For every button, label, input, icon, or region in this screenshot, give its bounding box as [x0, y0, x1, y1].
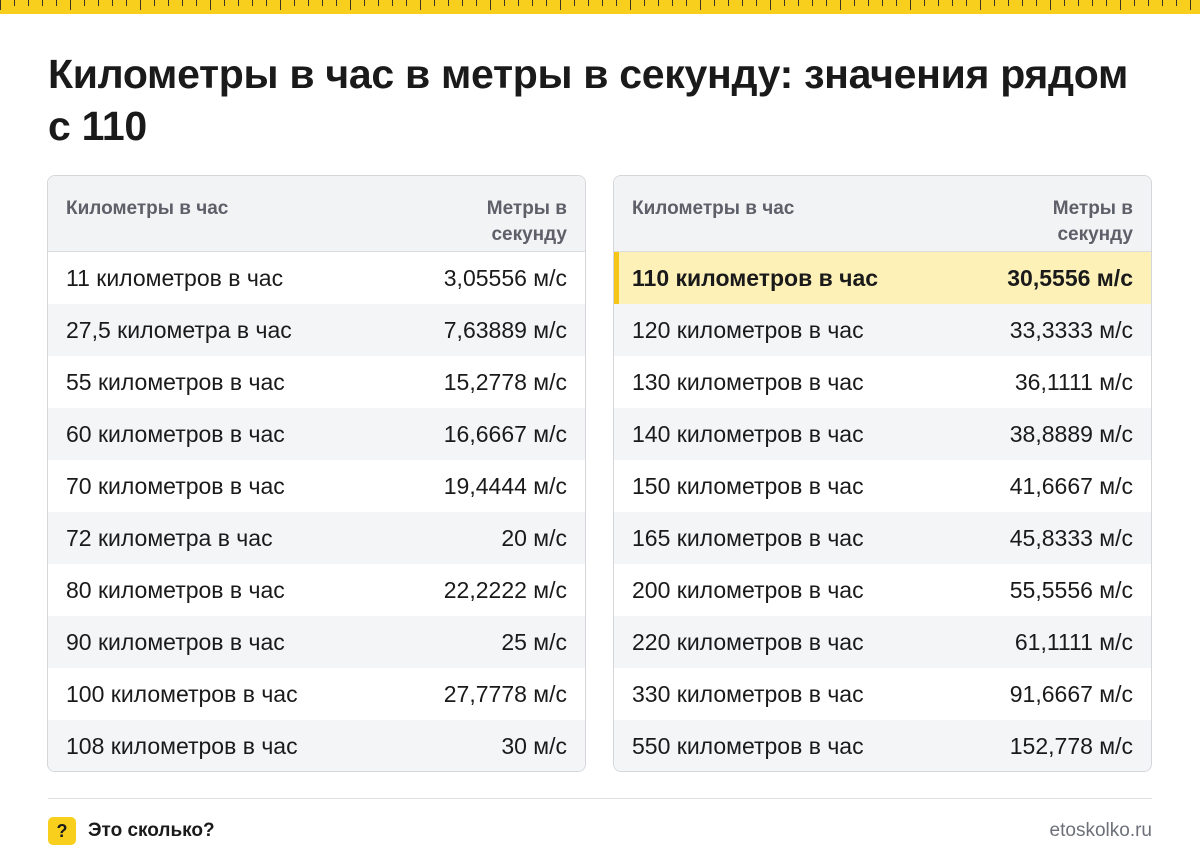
table-header: Километры в час Метры в секунду: [614, 176, 1151, 252]
table-row: 80 километров в час 22,2222 м/с: [48, 564, 585, 616]
row-kmh-value: 100 километров в час: [66, 680, 298, 707]
row-ms-value: 7,63889 м/с: [443, 316, 567, 343]
column-header-from: Километры в час: [66, 198, 229, 219]
row-ms-value: 16,6667 м/с: [443, 420, 567, 447]
row-ms-value: 27,7778 м/с: [443, 680, 567, 707]
page-title: Километры в час в метры в секунду: значе…: [48, 51, 1128, 149]
row-ms-value: 19,4444 м/с: [443, 472, 567, 499]
table-row: 200 километров в час 55,5556 м/с: [614, 564, 1151, 616]
row-ms-value: 38,8889 м/с: [1009, 420, 1133, 447]
table-body: 110 километров в час 30,5556 м/с 120 килом…: [614, 252, 1151, 771]
table-row: 100 километров в час 27,7778 м/с: [48, 668, 585, 720]
row-ms-value: 55,5556 м/с: [1009, 576, 1133, 603]
question-icon: ?: [48, 817, 76, 845]
row-kmh-value: 140 километров в час: [632, 420, 864, 447]
row-kmh-value: 11 километров в час: [66, 264, 284, 291]
column-header-to: Метры в секунду: [486, 198, 567, 245]
row-kmh-value: 108 километров в час: [66, 732, 298, 759]
column-header-from: Километры в час: [632, 198, 795, 219]
table-header: Километры в час Метры в секунду: [48, 176, 585, 252]
row-kmh-value: 120 километров в час: [632, 316, 864, 343]
row-kmh-value: 330 километров в час: [632, 680, 864, 707]
row-ms-value: 20 м/с: [501, 524, 567, 551]
table-row: 150 километров в час 41,6667 м/с: [614, 460, 1151, 512]
row-kmh-value: 110 километров в час: [632, 264, 879, 291]
table-row: 165 километров в час 45,8333 м/с: [614, 512, 1151, 564]
table-row: 120 километров в час 33,3333 м/с: [614, 304, 1151, 356]
table-row: 108 километров в час 30 м/с: [48, 720, 585, 771]
row-ms-value: 15,2778 м/с: [443, 368, 567, 395]
table-row: 550 километров в час 152,778 м/с: [614, 720, 1151, 771]
row-kmh-value: 55 километров в час: [66, 368, 285, 395]
footer-divider: [48, 798, 1152, 799]
row-ms-value: 91,6667 м/с: [1009, 680, 1133, 707]
table-row: 220 километров в час 61,1111 м/с: [614, 616, 1151, 668]
table-body: 11 километров в час 3,05556 м/с 27,5 килом…: [48, 252, 585, 771]
row-ms-value: 45,8333 м/с: [1009, 524, 1133, 551]
table-row-highlighted: 110 километров в час 30,5556 м/с: [614, 252, 1151, 304]
row-ms-value: 41,6667 м/с: [1009, 472, 1133, 499]
footer-site-link[interactable]: etoskolko.ru: [1049, 820, 1152, 841]
table-row: 11 километров в час 3,05556 м/с: [48, 252, 585, 304]
row-ms-value: 36,1111 м/с: [1014, 368, 1133, 395]
row-kmh-value: 150 километров в час: [632, 472, 864, 499]
row-ms-value: 3,05556 м/с: [443, 264, 567, 291]
table-row: 60 километров в час 16,6667 м/с: [48, 408, 585, 460]
row-ms-value: 61,1111 м/с: [1014, 628, 1133, 655]
row-ms-value: 22,2222 м/с: [443, 576, 567, 603]
table-row: 72 километра в час 20 м/с: [48, 512, 585, 564]
row-kmh-value: 72 километра в час: [66, 524, 273, 551]
table-row: 140 километров в час 38,8889 м/с: [614, 408, 1151, 460]
row-kmh-value: 70 километров в час: [66, 472, 285, 499]
table-row: 27,5 километра в час 7,63889 м/с: [48, 304, 585, 356]
row-ms-value: 152,778 м/с: [1009, 732, 1133, 759]
row-kmh-value: 60 километров в час: [66, 420, 285, 447]
row-kmh-value: 27,5 километра в час: [66, 316, 292, 343]
row-kmh-value: 200 километров в час: [632, 576, 864, 603]
row-kmh-value: 550 километров в час: [632, 732, 864, 759]
row-ms-value: 30,5556 м/с: [1007, 264, 1133, 291]
row-kmh-value: 90 километров в час: [66, 628, 285, 655]
ruler-decoration: [0, 0, 1200, 14]
table-row: 130 километров в час 36,1111 м/с: [614, 356, 1151, 408]
conversion-table-right: Километры в час Метры в секунду 110 кило…: [613, 175, 1152, 772]
conversion-table-left: Километры в час Метры в секунду 11 килом…: [47, 175, 586, 772]
row-kmh-value: 165 километров в час: [632, 524, 864, 551]
row-kmh-value: 130 километров в час: [632, 368, 864, 395]
row-ms-value: 25 м/с: [501, 628, 567, 655]
footer-brand: Это сколько?: [88, 820, 215, 841]
row-kmh-value: 80 километров в час: [66, 576, 285, 603]
column-header-to: Метры в секунду: [1052, 198, 1133, 245]
row-ms-value: 30 м/с: [501, 732, 567, 759]
table-row: 330 километров в час 91,6667 м/с: [614, 668, 1151, 720]
table-row: 90 километров в час 25 м/с: [48, 616, 585, 668]
row-ms-value: 33,3333 м/с: [1009, 316, 1133, 343]
table-row: 55 километров в час 15,2778 м/с: [48, 356, 585, 408]
row-kmh-value: 220 километров в час: [632, 628, 864, 655]
table-row: 70 километров в час 19,4444 м/с: [48, 460, 585, 512]
